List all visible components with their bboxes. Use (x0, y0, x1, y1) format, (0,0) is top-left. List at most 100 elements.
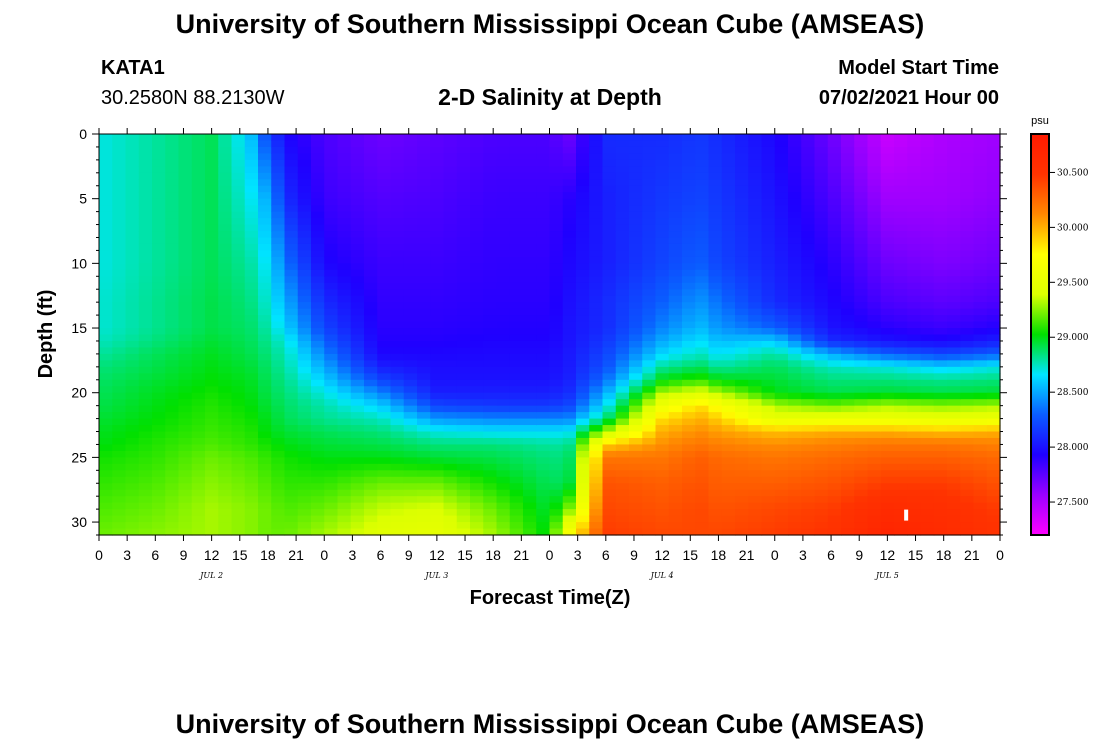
heatmap-cell (364, 334, 378, 342)
heatmap-cell (271, 263, 286, 271)
heatmap-cell (311, 373, 325, 381)
heatmap-cell (761, 308, 776, 316)
heatmap-cell (841, 256, 855, 264)
x-tick-label: 12 (880, 547, 896, 563)
heatmap-cell (536, 185, 551, 193)
heatmap-cell (536, 496, 551, 504)
heatmap-cell (774, 231, 789, 239)
heatmap-cell (483, 373, 498, 381)
heatmap-cell (960, 205, 975, 213)
heatmap-cell (774, 444, 789, 452)
heatmap-cell (721, 269, 736, 277)
heatmap-cell (880, 483, 895, 491)
heatmap-cell (496, 237, 511, 245)
heatmap-cell (311, 528, 325, 536)
heatmap-cell (973, 437, 988, 446)
heatmap-cell (125, 295, 140, 303)
heatmap-cell (602, 153, 617, 161)
heatmap-cell (284, 218, 299, 226)
heatmap-cell (920, 231, 935, 239)
heatmap-cell (933, 412, 948, 420)
heatmap-cell (125, 366, 140, 374)
heatmap-cell (973, 386, 988, 394)
heatmap-cell (788, 295, 802, 303)
heatmap-cell (430, 489, 445, 497)
heatmap-cell (112, 282, 127, 290)
heatmap-cell (615, 425, 630, 433)
heatmap-cell (364, 347, 378, 355)
heatmap-cell (509, 282, 524, 290)
heatmap-cell (867, 334, 882, 342)
heatmap-cell (284, 134, 299, 142)
heatmap-cell (403, 315, 418, 323)
heatmap-cell (735, 153, 749, 161)
heatmap-cell (178, 172, 193, 180)
heatmap-cell (589, 243, 604, 252)
heatmap-cell (112, 405, 127, 413)
heatmap-cell (470, 166, 484, 174)
heatmap-cell (920, 211, 935, 219)
heatmap-cell (271, 502, 286, 510)
heatmap-cell (788, 353, 802, 361)
heatmap-cell (536, 399, 551, 407)
heatmap-cell (986, 379, 1001, 387)
heatmap-cell (218, 366, 233, 374)
heatmap-cell (880, 224, 895, 232)
heatmap-cell (788, 185, 802, 193)
heatmap-cell (788, 308, 802, 316)
heatmap-cell (933, 418, 948, 426)
heatmap-cell (748, 146, 763, 155)
heatmap-cell (350, 418, 365, 426)
heatmap-cell (165, 172, 180, 180)
heatmap-cell (125, 146, 140, 155)
heatmap-cell (138, 515, 153, 523)
heatmap-cell (152, 315, 166, 323)
heatmap-cell (165, 470, 180, 478)
heatmap-cell (297, 140, 312, 148)
heatmap-cell (814, 140, 829, 148)
heatmap-cell (695, 340, 710, 349)
heatmap-cell (470, 321, 484, 329)
heatmap-cell (629, 457, 643, 465)
heatmap-cell (629, 328, 643, 336)
heatmap-cell (894, 237, 908, 245)
heatmap-cell (721, 134, 736, 142)
heatmap-cell (973, 140, 988, 148)
heatmap-cell (801, 328, 816, 336)
heatmap-cell (589, 153, 604, 161)
heatmap-cell (973, 302, 988, 310)
heatmap-cell (152, 457, 166, 465)
heatmap-cell (615, 502, 630, 510)
heatmap-cell (960, 522, 975, 530)
heatmap-cell (523, 159, 537, 167)
heatmap-cell (880, 366, 895, 374)
heatmap-cell (827, 250, 842, 258)
heatmap-cell (986, 308, 1001, 316)
heatmap-cell (655, 340, 670, 349)
heatmap-cell (496, 457, 511, 465)
heatmap-cell (403, 470, 418, 478)
heatmap-cell (443, 185, 458, 193)
heatmap-cell (350, 437, 365, 446)
heatmap-cell (973, 276, 988, 284)
heatmap-cell (523, 425, 537, 433)
heatmap-cell (496, 243, 511, 252)
heatmap-cell (549, 489, 564, 497)
heatmap-cell (814, 256, 829, 264)
heatmap-cell (231, 386, 246, 394)
heatmap-cell (947, 340, 961, 349)
heatmap-cell (231, 153, 246, 161)
heatmap-cell (297, 250, 312, 258)
heatmap-cell (284, 379, 299, 387)
heatmap-cell (125, 153, 140, 161)
heatmap-cell (655, 134, 670, 142)
heatmap-cell (801, 269, 816, 277)
heatmap-cell (894, 198, 908, 206)
heatmap-cell (390, 450, 405, 458)
heatmap-cell (470, 392, 484, 400)
heatmap-cell (854, 321, 869, 329)
heatmap-cell (682, 159, 696, 167)
heatmap-cell (695, 405, 710, 413)
heatmap-cell (642, 373, 657, 381)
heatmap-cell (880, 463, 895, 471)
